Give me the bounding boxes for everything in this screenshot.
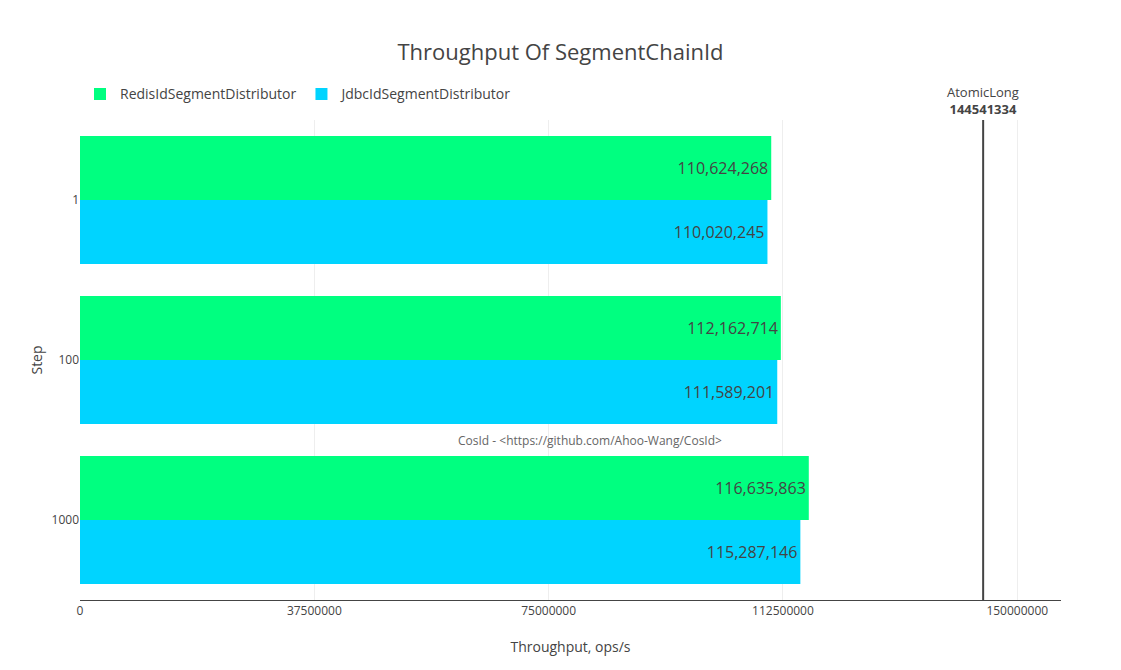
svg-text:75000000: 75000000	[521, 602, 576, 619]
svg-text:112,162,714: 112,162,714	[687, 317, 778, 339]
svg-text:AtomicLong144541334: AtomicLong144541334	[947, 83, 1019, 118]
svg-text:100: 100	[58, 351, 79, 368]
svg-text:0: 0	[77, 602, 84, 619]
svg-text:110,020,245: 110,020,245	[674, 221, 765, 243]
svg-text:RedisIdSegmentDistributor: RedisIdSegmentDistributor	[120, 84, 296, 103]
svg-text:110,624,268: 110,624,268	[678, 157, 769, 179]
svg-text:1: 1	[72, 191, 79, 208]
svg-text:112500000: 112500000	[752, 602, 814, 619]
svg-text:37500000: 37500000	[287, 602, 342, 619]
svg-text:150000000: 150000000	[986, 602, 1048, 619]
svg-text:116,635,863: 116,635,863	[715, 477, 806, 499]
svg-text:JdbcIdSegmentDistributor: JdbcIdSegmentDistributor	[339, 84, 510, 103]
svg-text:Step: Step	[27, 345, 46, 374]
svg-text:CosId - <https://github.com/Ah: CosId - <https://github.com/Ahoo-Wang/Co…	[458, 432, 722, 449]
svg-text:111,589,201: 111,589,201	[684, 381, 775, 403]
svg-text:115,287,146: 115,287,146	[707, 541, 798, 563]
svg-text:Throughput, ops/s: Throughput, ops/s	[510, 637, 630, 656]
svg-text:1000: 1000	[52, 511, 80, 528]
svg-text:Throughput Of SegmentChainId: Throughput Of SegmentChainId	[397, 36, 723, 66]
